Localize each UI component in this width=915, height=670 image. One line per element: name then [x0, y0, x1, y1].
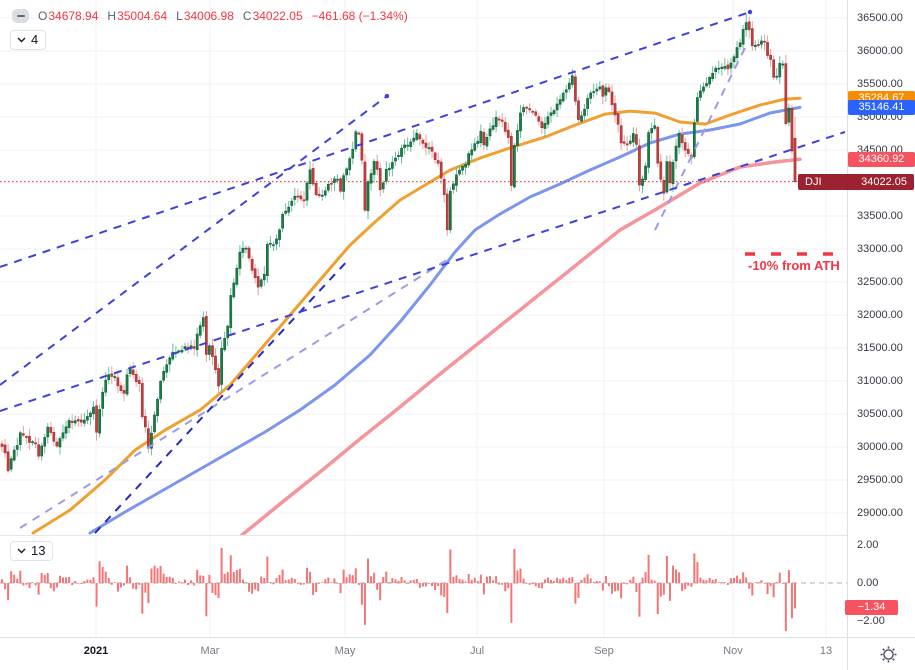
open-value: O 34678.94 [38, 9, 99, 23]
ma-line-ma200[interactable] [240, 157, 802, 535]
main-indicators-collapse-button[interactable]: 4 [10, 30, 47, 50]
time-tick-Mar: Mar [200, 645, 220, 657]
ma-price-label: 35146.41 [848, 99, 915, 115]
candlestick-chart[interactable] [0, 0, 847, 535]
change-value: −461.68 (−1.34%) [311, 9, 408, 23]
price-tick: 31000.00 [857, 375, 903, 388]
price-tick: 36500.00 [857, 12, 903, 25]
ma-price-label: 34360.92 [848, 151, 915, 167]
indicator-tick: −2.00 [857, 615, 885, 627]
indicator-tick: 2.00 [857, 539, 879, 551]
price-tick: 35500.00 [857, 78, 903, 91]
candles [0, 13, 797, 473]
price-axis[interactable]: 36500.00 36000.00 35500.00 35000.00 34500.00… [848, 0, 915, 637]
time-tick-Jul: Jul [469, 645, 485, 657]
trendline[interactable] [654, 47, 746, 231]
price-tick: 30500.00 [857, 408, 903, 421]
high-value: H 35004.64 [107, 9, 168, 23]
price-axis-border [847, 0, 848, 670]
trendline[interactable] [0, 95, 388, 386]
trendline[interactable] [19, 257, 451, 529]
percent-bars [1, 547, 796, 632]
chevron-down-icon [17, 548, 26, 553]
price-tick: 30000.00 [857, 441, 903, 454]
price-tick: 29000.00 [857, 507, 903, 520]
indicator-value-label: −1.34 [845, 600, 898, 615]
minus-pill-icon[interactable] [12, 9, 29, 23]
indicator-tick: 0.00 [857, 577, 879, 589]
main-indicator-count: 4 [31, 32, 39, 47]
price-tick: 36000.00 [857, 45, 903, 58]
ma-line-ma100[interactable] [88, 105, 802, 535]
price-tick: 33000.00 [857, 243, 903, 256]
time-tick-May: May [334, 645, 356, 657]
close-value: C 34022.05 [242, 9, 303, 23]
time-tick-Nov: Nov [723, 645, 743, 657]
symbol-price: 34022.05 [861, 176, 907, 188]
sub-indicators-collapse-button[interactable]: 13 [10, 541, 54, 561]
time-axis-border [0, 637, 915, 638]
chevron-down-icon [17, 37, 26, 42]
ohlc-legend: O 34678.94 H 35004.64 L 34006.98 C 34022.05 … [12, 9, 408, 23]
time-tick-2021: 2021 [83, 645, 109, 657]
trendline[interactable] [0, 11, 751, 268]
ma-line-ma50[interactable] [31, 96, 802, 535]
gear-icon [880, 646, 896, 662]
symbol-price-label: DJI 34022.05 [798, 174, 914, 190]
price-tick: 29500.00 [857, 474, 903, 487]
sub-indicator-count: 13 [31, 543, 46, 558]
time-tick-Sep: Sep [594, 645, 614, 657]
trendline[interactable] [0, 131, 846, 412]
time-tick-13: 13 [819, 645, 833, 657]
indicator-panel[interactable] [0, 536, 847, 637]
price-tick: 31500.00 [857, 342, 903, 355]
price-tick: 33500.00 [857, 210, 903, 223]
ath-drawdown-annotation[interactable]: -10% from ATH [748, 258, 840, 273]
main-chart-panel[interactable] [0, 0, 847, 535]
price-tick: 32000.00 [857, 309, 903, 322]
pane-separator[interactable] [0, 535, 847, 536]
time-axis[interactable]: 2021 Mar May Jul Sep Nov 13 [0, 638, 915, 670]
symbol-name: DJI [805, 176, 822, 188]
settings-button[interactable] [877, 643, 899, 665]
price-tick: 32500.00 [857, 276, 903, 289]
percent-change-bars[interactable] [0, 536, 847, 637]
low-value: L 34006.98 [176, 9, 234, 23]
trendline[interactable] [94, 257, 351, 534]
